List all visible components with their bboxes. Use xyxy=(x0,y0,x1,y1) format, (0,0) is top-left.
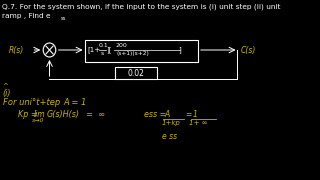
Text: s→0: s→0 xyxy=(31,118,44,123)
Text: ess =: ess = xyxy=(144,110,166,119)
Text: (s+1)(s+2): (s+1)(s+2) xyxy=(117,51,150,56)
Text: =: = xyxy=(185,110,192,119)
Text: lim: lim xyxy=(34,110,46,119)
Bar xyxy=(85,40,198,62)
Text: For uni°t+tep: For uni°t+tep xyxy=(3,98,60,107)
Text: s: s xyxy=(101,51,104,56)
Text: =  ∞: = ∞ xyxy=(86,110,106,119)
Text: (i): (i) xyxy=(3,89,11,98)
Text: ]: ] xyxy=(178,47,181,53)
Text: R(s): R(s) xyxy=(9,46,24,55)
Text: ss: ss xyxy=(61,15,67,21)
Text: e ss: e ss xyxy=(162,132,177,141)
Text: ^: ^ xyxy=(3,83,9,89)
Text: [1+: [1+ xyxy=(87,47,100,53)
Text: Kp =: Kp = xyxy=(18,110,38,119)
Text: 1: 1 xyxy=(193,110,197,119)
Text: 1+ ∞: 1+ ∞ xyxy=(189,120,207,126)
Text: 200: 200 xyxy=(115,43,127,48)
Text: ][: ][ xyxy=(106,47,112,53)
Text: 0.1: 0.1 xyxy=(99,43,109,48)
Text: 1+kp: 1+kp xyxy=(162,120,181,126)
Text: G(s)H(s): G(s)H(s) xyxy=(47,110,80,119)
Text: Q.7. For the system shown, if the input to the system is (i) unit step (ii) unit: Q.7. For the system shown, if the input … xyxy=(2,3,280,10)
Text: C(s): C(s) xyxy=(240,46,256,55)
Text: 0.02: 0.02 xyxy=(128,69,145,78)
Text: ramp , Find e: ramp , Find e xyxy=(2,13,50,19)
Text: A: A xyxy=(165,110,170,119)
Text: A = 1: A = 1 xyxy=(63,98,86,107)
Bar xyxy=(115,67,157,79)
